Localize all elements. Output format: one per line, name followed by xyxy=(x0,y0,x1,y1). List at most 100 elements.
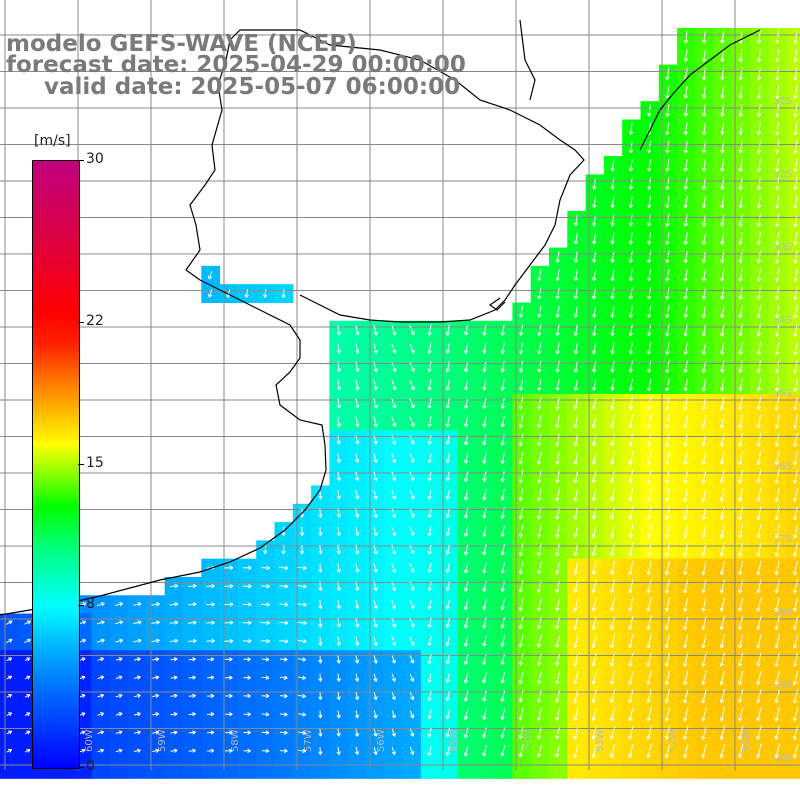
wind-arrow xyxy=(665,323,670,337)
wind-arrow xyxy=(464,361,469,373)
wind-arrow xyxy=(701,49,707,62)
wind-arrow xyxy=(774,323,780,337)
wind-arrow xyxy=(683,195,688,209)
wind-arrow xyxy=(628,360,633,373)
wind-speed-cell xyxy=(549,760,568,779)
wind-speed-cell xyxy=(786,137,800,157)
wind-arrow xyxy=(774,305,780,319)
wind-arrow xyxy=(665,85,670,99)
wind-arrow xyxy=(464,379,469,391)
wind-arrow xyxy=(665,287,670,300)
wind-arrow xyxy=(793,360,798,374)
wind-arrow xyxy=(537,269,542,282)
wind-arrow xyxy=(628,305,633,318)
wind-arrow xyxy=(610,177,615,190)
wind-speed-cell xyxy=(329,760,349,779)
colorbar-tick-label: 0 xyxy=(86,758,95,774)
wind-arrow xyxy=(738,140,743,154)
wind-arrow xyxy=(647,140,652,154)
wind-arrow xyxy=(756,30,762,44)
wind-arrow xyxy=(373,324,378,336)
wind-arrow xyxy=(683,85,688,99)
longitude-label: 58W xyxy=(230,729,241,752)
wind-arrow xyxy=(646,214,652,227)
wind-arrow xyxy=(665,214,670,227)
map-title-valid-date: valid date: 2025-05-07 06:00:00 xyxy=(44,74,461,100)
wind-arrow xyxy=(720,30,725,44)
wind-speed-cell xyxy=(786,430,800,450)
longitude-label: 57W xyxy=(303,729,314,752)
colorbar-tick-label: 8 xyxy=(86,596,95,613)
wind-arrow xyxy=(775,49,780,63)
wind-arrow xyxy=(573,379,579,391)
latitude-label: 40S xyxy=(773,753,792,764)
wind-arrow xyxy=(701,177,707,191)
wind-arrow xyxy=(610,269,615,282)
wind-arrow xyxy=(610,287,615,300)
wind-arrow xyxy=(775,158,780,172)
wind-arrow xyxy=(701,360,707,374)
wind-speed-cell xyxy=(274,760,294,779)
wind-arrow xyxy=(701,213,707,227)
wind-arrow xyxy=(244,289,249,298)
wind-arrow xyxy=(537,324,542,336)
wind-arrow xyxy=(592,269,597,282)
wind-arrow xyxy=(720,268,725,282)
wind-arrow xyxy=(775,140,780,154)
wind-arrow xyxy=(610,360,615,373)
wind-arrow xyxy=(281,288,286,298)
wind-arrow xyxy=(592,342,597,355)
wind-arrow xyxy=(738,177,743,191)
wind-arrow xyxy=(756,323,762,337)
wind-arrow xyxy=(793,323,798,337)
longitude-label: 59W xyxy=(157,729,168,752)
latitude-label: 32S xyxy=(773,169,792,180)
wind-arrow xyxy=(756,250,761,264)
wind-arrow xyxy=(720,323,725,337)
colorbar-tick-mark xyxy=(78,321,84,323)
wind-speed-cell xyxy=(384,760,404,779)
wind-arrow xyxy=(793,85,798,99)
wind-arrow xyxy=(500,360,505,373)
wind-speed-cell xyxy=(786,412,800,432)
wind-arrow xyxy=(464,324,469,336)
wind-arrow xyxy=(720,195,725,209)
wind-arrow xyxy=(610,214,615,227)
wind-arrow xyxy=(628,342,633,355)
wind-speed-cell xyxy=(786,577,800,596)
colorbar-tick-mark xyxy=(78,463,84,465)
wind-arrow xyxy=(701,342,707,355)
longitude-label: 54W xyxy=(522,729,533,752)
wind-arrow xyxy=(391,379,397,391)
wind-arrow xyxy=(482,324,487,336)
wind-arrow xyxy=(683,104,688,117)
wind-arrow xyxy=(738,67,743,81)
wind-arrow xyxy=(720,177,725,191)
latitude-label: 33S xyxy=(773,242,792,253)
wind-arrow xyxy=(738,305,743,319)
wind-speed-cell xyxy=(640,760,660,779)
wind-arrows xyxy=(5,30,799,759)
wind-arrow xyxy=(793,122,798,136)
wind-arrow xyxy=(683,342,688,355)
longitude-label: 60W xyxy=(84,729,95,752)
wind-arrow xyxy=(756,195,762,209)
wind-arrow xyxy=(774,360,780,374)
wind-arrow xyxy=(628,269,633,282)
wind-arrow xyxy=(720,287,725,300)
wind-arrow xyxy=(756,213,761,227)
wind-speed-cell xyxy=(475,760,495,779)
wind-speed-cell xyxy=(786,46,800,66)
wind-arrow xyxy=(720,140,725,154)
wind-speed-cell xyxy=(128,760,147,779)
wind-arrow xyxy=(646,323,652,337)
wind-arrow xyxy=(646,195,652,209)
wind-arrow xyxy=(391,324,397,336)
wind-speed-cell xyxy=(786,64,800,84)
wind-speed-cell xyxy=(713,760,733,779)
longitude-label: 53W xyxy=(595,729,606,752)
latitude-label: 35S xyxy=(773,388,792,399)
wind-arrow xyxy=(482,379,487,391)
wind-arrow xyxy=(628,159,633,172)
